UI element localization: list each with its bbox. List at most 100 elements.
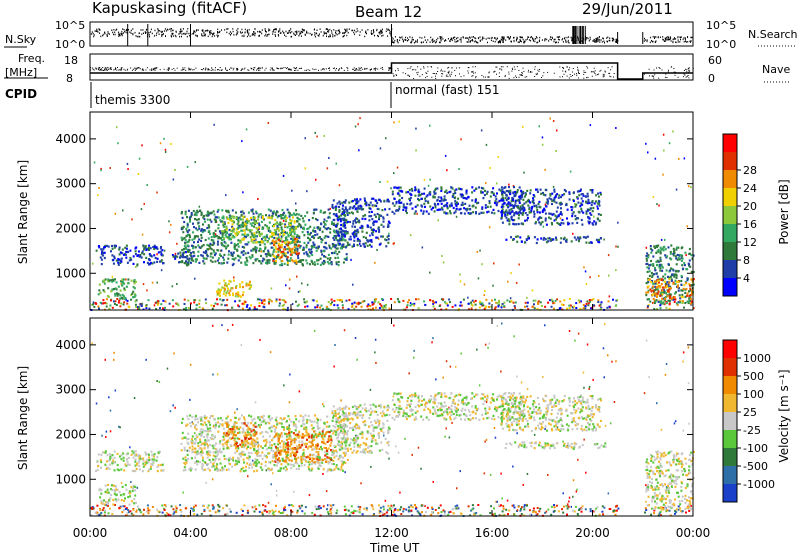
echo-cell xyxy=(189,216,192,219)
echo-cell xyxy=(482,211,485,214)
nsky-point xyxy=(182,28,184,30)
echo-cell xyxy=(652,263,655,266)
echo-cell xyxy=(588,222,591,225)
echo-cell xyxy=(333,238,336,241)
nsky-point xyxy=(359,31,361,33)
nsky-point xyxy=(551,36,553,39)
echo-cell xyxy=(236,227,239,230)
echo-cell xyxy=(317,247,320,250)
echo-cell xyxy=(203,257,206,260)
scatter-cell xyxy=(531,289,534,292)
nsky-point xyxy=(567,39,569,42)
echo-cell xyxy=(193,213,196,216)
echo-cell xyxy=(332,251,335,254)
echo-cell xyxy=(238,216,241,219)
scatter-cell xyxy=(415,298,417,301)
scatter-cell xyxy=(201,307,204,310)
nave-point xyxy=(362,68,364,70)
scatter-cell xyxy=(186,165,189,168)
echo-cell xyxy=(330,222,333,225)
nave-point xyxy=(440,69,442,71)
nave-point xyxy=(200,69,202,70)
nsky-point xyxy=(613,39,615,41)
echo-cell xyxy=(286,226,289,229)
echo-cell xyxy=(326,257,329,260)
nave-point xyxy=(648,68,650,70)
echo-cell xyxy=(132,290,135,293)
nave-label: Nave xyxy=(762,63,790,76)
echo-cell xyxy=(580,197,583,200)
nsky-point xyxy=(559,36,561,38)
nave-point xyxy=(207,68,209,70)
echo-cell xyxy=(542,238,545,241)
echo-cell xyxy=(444,190,446,193)
echo-cell xyxy=(669,252,672,255)
echo-cell xyxy=(274,212,277,215)
echo-cell xyxy=(674,255,677,258)
echo-cell xyxy=(387,220,390,223)
echo-cell xyxy=(508,186,510,189)
scatter-cell xyxy=(495,301,498,304)
scatter-cell xyxy=(314,131,316,134)
scatter-cell xyxy=(393,172,395,175)
scatter-cell xyxy=(225,304,228,307)
echo-cell xyxy=(278,256,281,259)
nave-point xyxy=(219,67,221,68)
echo-cell xyxy=(386,213,389,216)
echo-cell xyxy=(512,238,514,241)
echo-cell xyxy=(335,225,338,228)
scatter-cell xyxy=(406,301,409,304)
scatter-cell xyxy=(378,307,381,309)
echo-cell xyxy=(545,205,548,208)
echo-cell xyxy=(650,251,653,254)
echo-cell xyxy=(306,211,309,214)
echo-cell xyxy=(364,214,367,217)
nave-point xyxy=(467,67,469,69)
scatter-cell xyxy=(319,306,322,309)
nsky-point xyxy=(193,30,195,32)
echo-cell xyxy=(674,273,677,276)
echo-cell xyxy=(659,256,662,259)
scatter-cell xyxy=(282,303,285,306)
echo-cell xyxy=(237,239,240,242)
echo-cell xyxy=(193,254,196,257)
echo-cell xyxy=(675,276,678,279)
nsky-point xyxy=(548,40,550,42)
scatter-cell xyxy=(455,215,458,218)
scatter-cell xyxy=(678,157,680,160)
echo-cell xyxy=(227,257,230,260)
echo-cell xyxy=(291,247,294,250)
echo-cell xyxy=(429,191,432,194)
echo-cell xyxy=(236,222,239,225)
echo-cell xyxy=(266,252,269,255)
echo-cell xyxy=(572,199,575,203)
echo-cell xyxy=(276,216,279,219)
echo-cell xyxy=(513,223,516,226)
echo-cell xyxy=(287,241,290,244)
nsky-point xyxy=(516,36,518,39)
echo-cell xyxy=(283,216,286,219)
echo-cell xyxy=(436,187,439,190)
echo-cell xyxy=(317,259,320,262)
nsky-point xyxy=(502,41,504,43)
nsky-point xyxy=(397,41,399,44)
scatter-cell xyxy=(117,142,119,145)
echo-cell xyxy=(263,243,266,246)
nsky-point xyxy=(561,39,563,41)
nsky-point xyxy=(216,34,218,36)
echo-cell xyxy=(320,249,323,252)
nsky-point xyxy=(296,30,298,32)
nsky-point xyxy=(497,37,498,40)
echo-cell xyxy=(439,200,441,203)
scatter-cell xyxy=(690,186,692,189)
scatter-cell xyxy=(577,299,580,302)
nsky-point xyxy=(275,35,276,37)
nave-point xyxy=(127,68,129,70)
nsky-point xyxy=(344,29,346,31)
nave-point xyxy=(221,69,223,71)
echo-cell xyxy=(115,259,118,262)
nave-point xyxy=(392,73,394,75)
echo-cell xyxy=(345,208,347,211)
echo-cell xyxy=(226,290,229,293)
echo-cell xyxy=(505,203,508,206)
